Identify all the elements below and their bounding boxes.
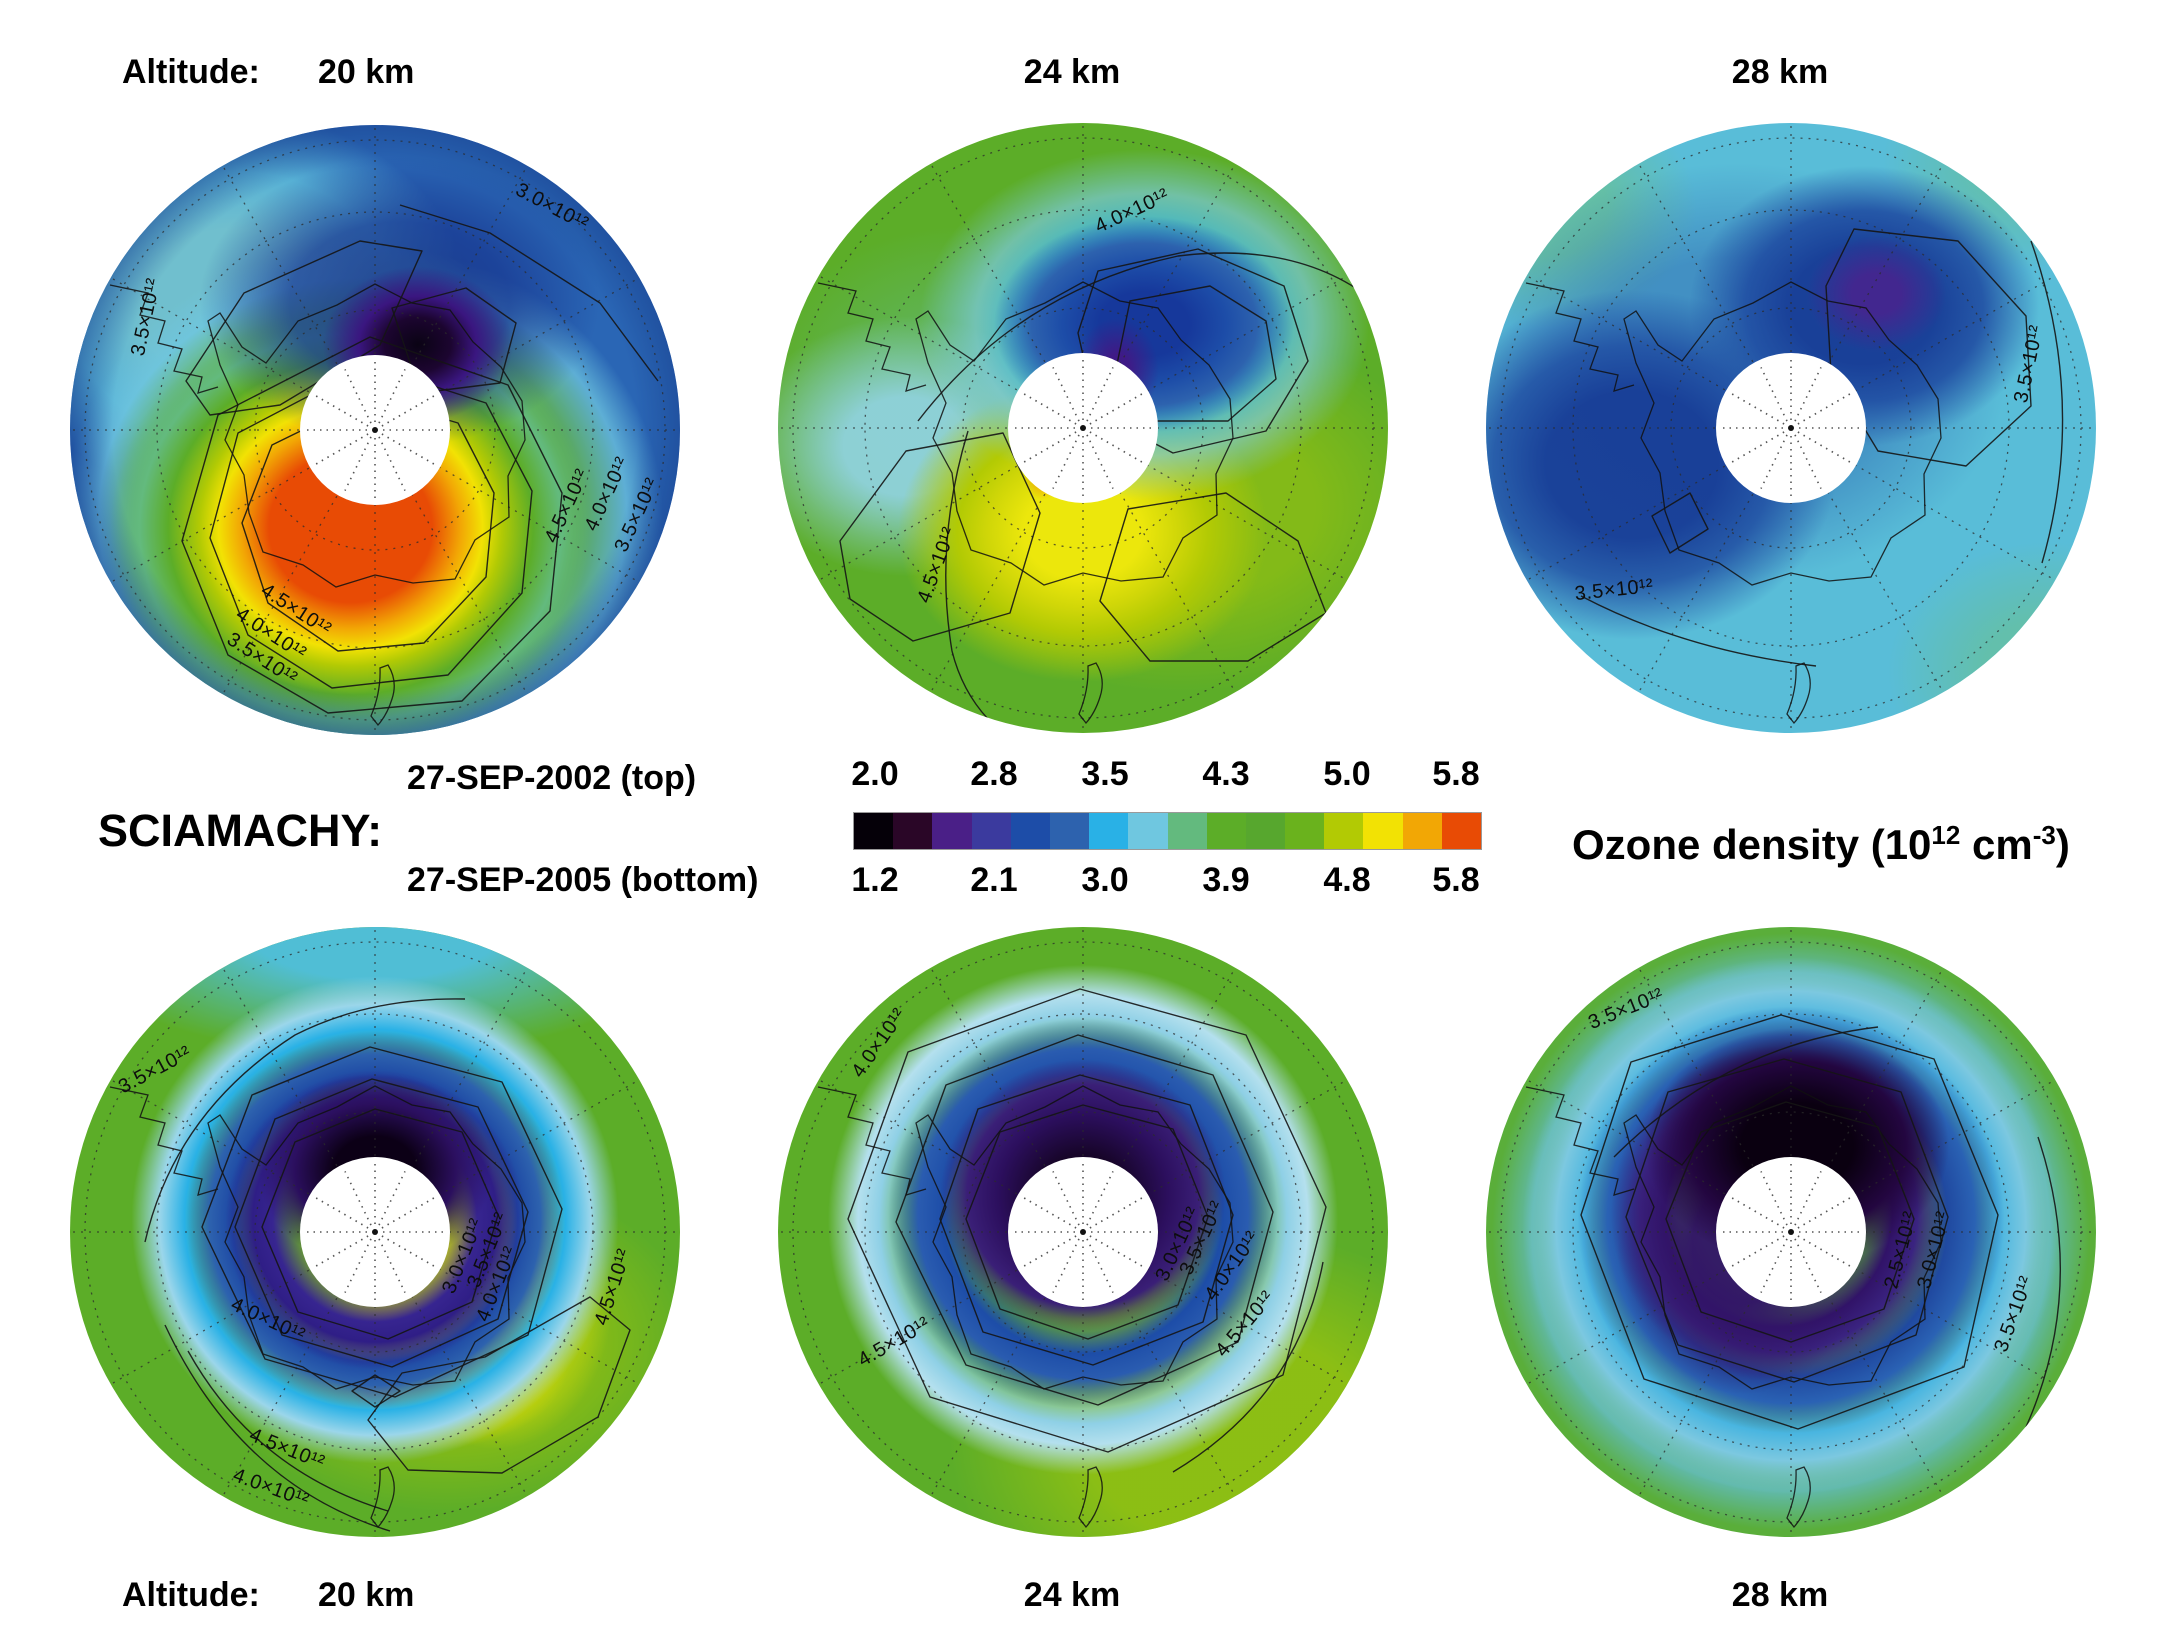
map-panel-2002-20km: 3.0×10¹² 3.5×10¹² 4.5×10¹² 4.0×10¹² 3.5×…	[70, 125, 680, 735]
colorbar-swatch	[1402, 813, 1442, 849]
header-altitude-20km: 20 km	[318, 53, 415, 91]
contour-lines	[839, 248, 1375, 720]
colorbar-swatch	[1049, 813, 1090, 849]
header-altitude-28km: 28 km	[1731, 53, 1829, 91]
colorbar-swatch	[1167, 813, 1207, 849]
colorbar-swatch	[854, 813, 894, 849]
colorbar-title-exponent: 12	[1931, 820, 1961, 850]
colorbar-swatch	[1363, 813, 1403, 849]
colorbar-title-suffix: )	[2055, 821, 2070, 868]
footer-altitude-24km: 24 km	[1023, 1576, 1121, 1614]
colorbar-title-prefix: Ozone density (10	[1572, 821, 1932, 868]
colorbar-swatch	[1441, 813, 1481, 849]
scale-bottom-tick: 3.9	[1202, 861, 1250, 899]
map-panel-2005-20km: 3.5×10¹² 3.0×10¹² 3.5×10¹² 4.0×10¹² 4.5×…	[70, 927, 680, 1537]
scale-bottom-tick: 2.1	[970, 861, 1018, 899]
scale-top-tick: 5.8	[1432, 755, 1480, 793]
scale-bottom-tick: 4.8	[1323, 861, 1371, 899]
colorbar-swatch	[971, 813, 1011, 849]
colorbar-swatch	[1324, 813, 1364, 849]
scale-top-tick: 4.3	[1202, 755, 1250, 793]
colorbar	[853, 812, 1482, 850]
map-panel-2005-28km: 3.5×10¹² 2.5×10¹² 3.0×10¹² 3.5×10¹²	[1486, 927, 2096, 1537]
map-panel-2002-24km: 4.0×10¹² 4.5×10¹²	[778, 123, 1388, 733]
scale-top-tick: 5.0	[1323, 755, 1371, 793]
date-top-label: 27-SEP-2002 (top)	[407, 759, 697, 797]
colorbar-title-mid: cm	[1960, 821, 2033, 868]
header-altitude-label: Altitude:	[122, 53, 260, 91]
map-panel-2002-28km: 3.5×10¹² 3.5×10¹²	[1486, 123, 2096, 733]
contour-lines	[847, 988, 1327, 1473]
polar-data-gap	[300, 355, 450, 505]
contour-lines	[144, 998, 631, 1532]
contour-lines	[1580, 1014, 2062, 1430]
footer-altitude-28km: 28 km	[1731, 1576, 1829, 1614]
colorbar-swatch	[893, 813, 933, 849]
contour-lines	[1580, 228, 2064, 667]
colorbar-swatch	[932, 813, 972, 849]
date-bottom-label: 27-SEP-2005 (bottom)	[407, 861, 759, 899]
colorbar-title-exponent: -3	[2032, 820, 2056, 850]
polar-data-gap	[300, 1157, 450, 1307]
scale-top-tick: 2.0	[851, 755, 899, 793]
contour-lines	[181, 204, 659, 714]
scale-bottom-tick: 1.2	[851, 861, 899, 899]
colorbar-swatch	[1010, 813, 1050, 849]
polar-data-gap	[1716, 1157, 1866, 1307]
colorbar-swatch	[1245, 813, 1286, 849]
colorbar-swatch	[1285, 813, 1325, 849]
header-altitude-24km: 24 km	[1023, 53, 1121, 91]
scale-top-tick: 3.5	[1081, 755, 1129, 793]
colorbar-legend: 2.0 2.8 3.5 4.3 5.0 5.8 1.2 2.1 3.0 3.9 …	[851, 755, 1482, 905]
scale-bottom-tick: 3.0	[1081, 861, 1129, 899]
footer-altitude-20km: 20 km	[318, 1576, 415, 1614]
scale-bottom-tick: 5.8	[1432, 861, 1480, 899]
polar-data-gap	[1008, 1157, 1158, 1307]
colorbar-title: Ozone density (1012 cm-3)	[1572, 812, 2070, 868]
colorbar-swatch	[1089, 813, 1129, 849]
map-panel-2005-24km: 4.0×10¹² 4.5×10¹² 3.0×10¹² 3.5×10¹² 4.0×…	[778, 927, 1388, 1537]
footer-altitude-label: Altitude:	[122, 1576, 260, 1614]
instrument-label: SCIAMACHY:	[98, 805, 383, 856]
polar-data-gap	[1008, 353, 1158, 503]
polar-data-gap	[1716, 353, 1866, 503]
colorbar-swatch	[1206, 813, 1246, 849]
scale-top-tick: 2.8	[970, 755, 1018, 793]
colorbar-swatch	[1128, 813, 1168, 849]
